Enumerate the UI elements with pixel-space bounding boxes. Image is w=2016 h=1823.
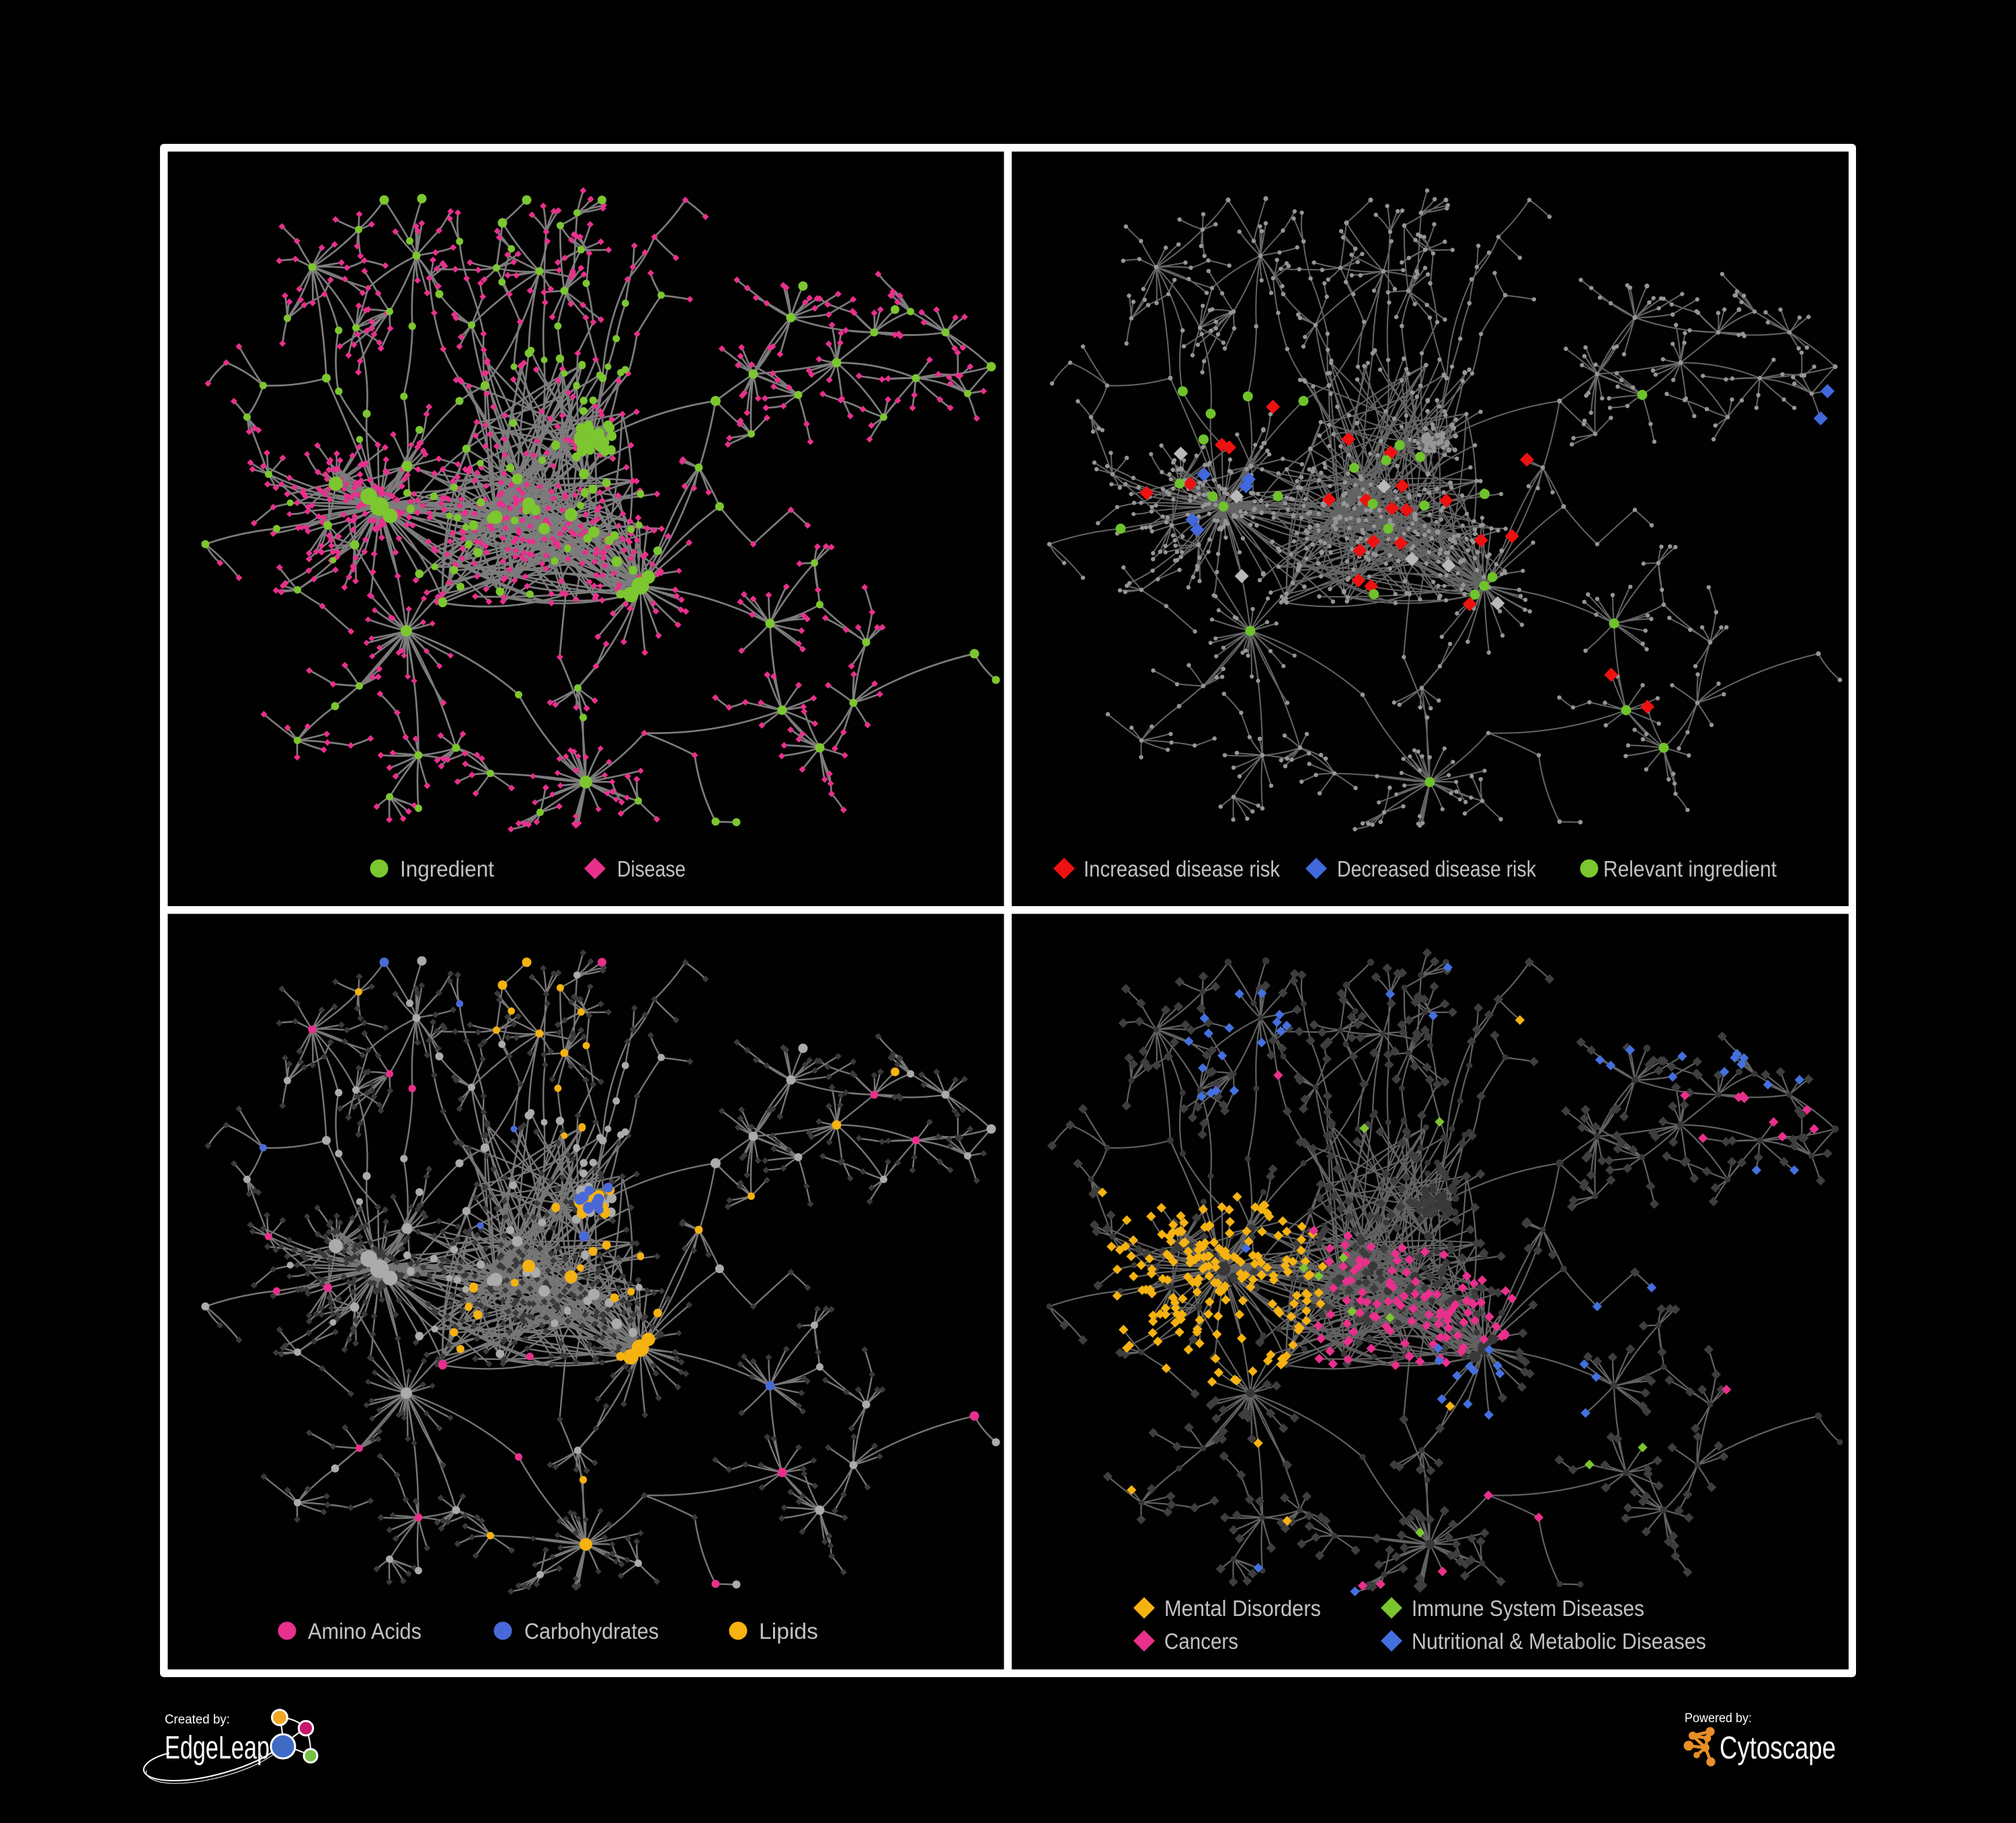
svg-text:Increased disease risk: Increased disease risk: [1084, 856, 1280, 881]
svg-text:Relevant ingredient: Relevant ingredient: [1603, 856, 1777, 881]
svg-text:Disease: Disease: [617, 856, 686, 881]
svg-text:Cancers: Cancers: [1164, 1629, 1238, 1654]
svg-text:Immune System Diseases: Immune System Diseases: [1412, 1596, 1644, 1621]
svg-text:EdgeLeap: EdgeLeap: [165, 1730, 270, 1766]
svg-text:Powered by:: Powered by:: [1685, 1711, 1752, 1726]
svg-text:Lipids: Lipids: [759, 1619, 818, 1644]
svg-text:Mental Disorders: Mental Disorders: [1164, 1596, 1321, 1621]
svg-text:Carbohydrates: Carbohydrates: [524, 1619, 659, 1644]
svg-text:Amino Acids: Amino Acids: [308, 1619, 421, 1644]
svg-text:Cytoscape: Cytoscape: [1720, 1730, 1836, 1765]
svg-text:Created by:: Created by:: [165, 1713, 230, 1727]
svg-text:Ingredient: Ingredient: [400, 856, 494, 881]
svg-text:Decreased disease risk: Decreased disease risk: [1337, 856, 1536, 881]
svg-text:Nutritional & Metabolic Diseas: Nutritional & Metabolic Diseases: [1412, 1629, 1706, 1654]
